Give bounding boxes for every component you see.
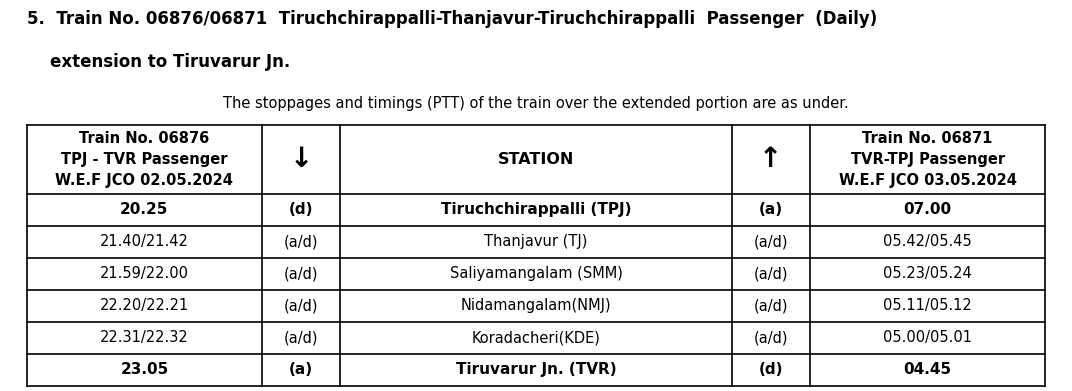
Text: 23.05: 23.05 <box>120 362 168 377</box>
Text: ↑: ↑ <box>759 145 783 173</box>
Text: 05.42/05.45: 05.42/05.45 <box>883 234 972 249</box>
Text: (a/d): (a/d) <box>284 266 318 281</box>
Text: (a): (a) <box>759 202 783 217</box>
Text: 20.25: 20.25 <box>120 202 168 217</box>
Text: (a/d): (a/d) <box>284 234 318 249</box>
Text: (a/d): (a/d) <box>284 298 318 313</box>
Text: 22.31/22.32: 22.31/22.32 <box>100 330 189 345</box>
Text: Tiruvarur Jn. (TVR): Tiruvarur Jn. (TVR) <box>456 362 616 377</box>
Text: 04.45: 04.45 <box>904 362 952 377</box>
Text: Train No. 06876
TPJ - TVR Passenger
W.E.F JCO 02.05.2024: Train No. 06876 TPJ - TVR Passenger W.E.… <box>56 131 234 188</box>
Text: Train No. 06871
TVR-TPJ Passenger
W.E.F JCO 03.05.2024: Train No. 06871 TVR-TPJ Passenger W.E.F … <box>838 131 1016 188</box>
Text: 21.40/21.42: 21.40/21.42 <box>100 234 189 249</box>
Text: extension to Tiruvarur Jn.: extension to Tiruvarur Jn. <box>27 53 291 71</box>
Text: 21.59/22.00: 21.59/22.00 <box>100 266 189 281</box>
Text: (a/d): (a/d) <box>754 266 788 281</box>
Text: (a/d): (a/d) <box>754 298 788 313</box>
Text: (a/d): (a/d) <box>284 330 318 345</box>
Text: 07.00: 07.00 <box>904 202 952 217</box>
Text: (d): (d) <box>289 202 313 217</box>
Text: (a/d): (a/d) <box>754 330 788 345</box>
Text: Koradacheri(KDE): Koradacheri(KDE) <box>472 330 600 345</box>
Text: Thanjavur (TJ): Thanjavur (TJ) <box>485 234 587 249</box>
Text: (a): (a) <box>289 362 313 377</box>
Text: STATION: STATION <box>497 152 575 167</box>
Text: (a/d): (a/d) <box>754 234 788 249</box>
Text: ↓: ↓ <box>289 145 313 173</box>
Text: Nidamangalam(NMJ): Nidamangalam(NMJ) <box>461 298 611 313</box>
Text: Saliyamangalam (SMM): Saliyamangalam (SMM) <box>449 266 623 281</box>
Text: Tiruchchirappalli (TPJ): Tiruchchirappalli (TPJ) <box>441 202 631 217</box>
Text: (d): (d) <box>759 362 783 377</box>
Text: 22.20/22.21: 22.20/22.21 <box>100 298 189 313</box>
Text: 05.00/05.01: 05.00/05.01 <box>883 330 972 345</box>
Text: The stoppages and timings (PTT) of the train over the extended portion are as un: The stoppages and timings (PTT) of the t… <box>223 96 849 111</box>
Text: 05.23/05.24: 05.23/05.24 <box>883 266 972 281</box>
Text: 5.  Train No. 06876/06871  Tiruchchirappalli-Thanjavur-Tiruchchirappalli  Passen: 5. Train No. 06876/06871 Tiruchchirappal… <box>27 10 877 28</box>
Text: 05.11/05.12: 05.11/05.12 <box>883 298 972 313</box>
